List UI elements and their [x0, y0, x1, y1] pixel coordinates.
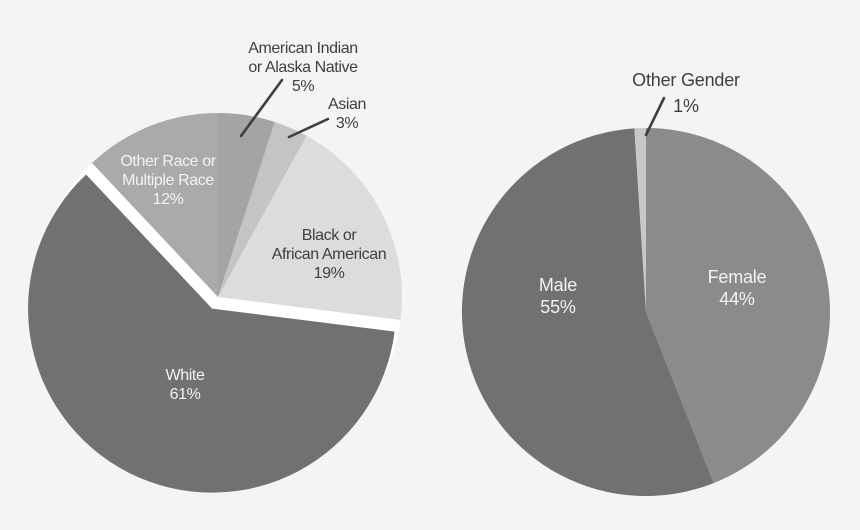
- label-line: Black or: [301, 227, 357, 244]
- slice-white: [28, 174, 395, 493]
- label-white: White 61%: [166, 366, 205, 404]
- slice-american-indian-or-alaska-native: [218, 112, 275, 297]
- label-line: Asian: [327, 96, 367, 113]
- label-line: 55%: [540, 297, 576, 317]
- slice-other-race-or-multiple-race: [92, 113, 218, 297]
- race-pie-chart: [28, 112, 402, 493]
- label-line: 19%: [313, 265, 345, 282]
- slice-female: [646, 128, 831, 484]
- label-line: Other Gender: [632, 70, 740, 90]
- label-line: Multiple Race: [122, 172, 214, 189]
- leader-lines: [239, 78, 666, 139]
- slice-black-or-african-american: [218, 135, 402, 321]
- label-line: American Indian: [248, 40, 358, 57]
- label-line: 12%: [152, 191, 184, 208]
- label-other-race: Other Race or Multiple Race 12%: [120, 152, 216, 209]
- label-line: Other Race or: [120, 153, 216, 170]
- american-indian-leader-line: [239, 78, 284, 138]
- label-line: 3%: [335, 115, 359, 132]
- label-line: African American: [271, 246, 387, 263]
- label-female: Female 44%: [708, 266, 767, 310]
- label-other-gender: Other Gender 1%: [632, 67, 740, 119]
- gender-pie-chart: [461, 128, 831, 497]
- label-line: 5%: [291, 78, 315, 95]
- asian-leader-line: [287, 117, 330, 139]
- slice-male: [461, 128, 714, 497]
- label-line: White: [165, 367, 205, 384]
- label-line: or Alaska Native: [248, 59, 358, 76]
- label-asian: Asian 3%: [328, 95, 366, 133]
- label-american-indian: American Indian or Alaska Native 5%: [248, 39, 358, 96]
- label-male: Male 55%: [539, 274, 577, 318]
- label-line: 1%: [673, 96, 699, 116]
- slice-other-gender: [634, 128, 646, 312]
- label-black-or-african-american: Black or African American 19%: [272, 226, 387, 283]
- label-line: Male: [538, 275, 578, 295]
- other-gender-leader-line: [644, 96, 666, 137]
- label-line: 44%: [719, 289, 755, 309]
- label-line: Female: [707, 267, 767, 287]
- slice-asian: [218, 122, 307, 297]
- label-line: 61%: [169, 386, 201, 403]
